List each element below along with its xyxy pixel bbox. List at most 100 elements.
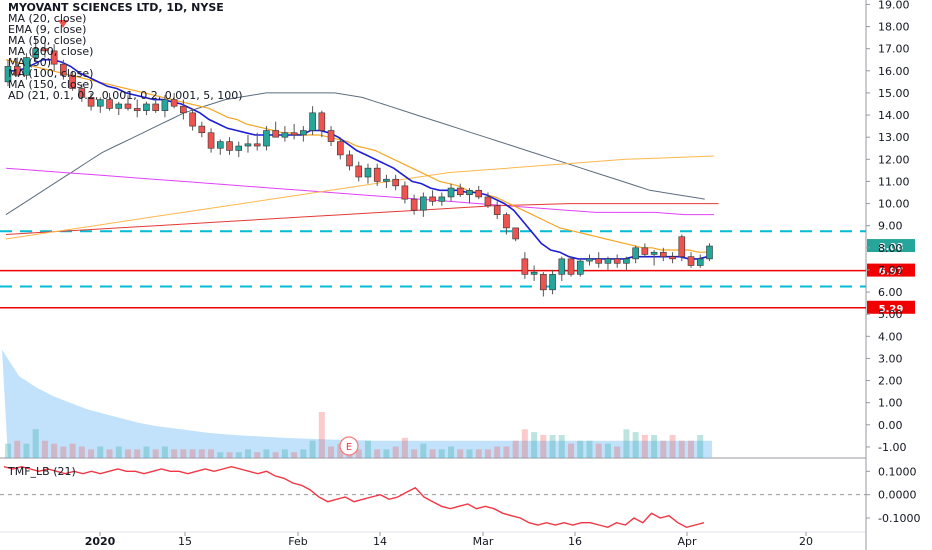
volume-bar [374, 449, 381, 458]
candle-body [290, 132, 298, 136]
candle-body [318, 112, 326, 131]
candle-body [475, 189, 483, 198]
volume-bar [678, 440, 685, 458]
tmf-line [3, 465, 705, 529]
volume-bar [281, 449, 288, 458]
candle-body [336, 141, 344, 156]
candle-body [540, 274, 547, 291]
candle-body [300, 130, 307, 136]
candle-body [530, 271, 538, 275]
candle-body [586, 258, 593, 262]
price-tick-label: 16.00 [878, 65, 910, 78]
legend-ema9[interactable]: EMA (9, close) [8, 23, 87, 36]
volume-bar [549, 434, 556, 458]
candle-body [623, 258, 630, 264]
candle-body [364, 167, 372, 178]
candle-body [13, 66, 21, 76]
tmf-legend[interactable]: TMF_LB (21) [8, 465, 76, 478]
volume-bar [217, 452, 224, 458]
price-tick-label: 14.00 [878, 109, 910, 122]
volume-bar [244, 449, 251, 458]
candle-body [383, 178, 390, 182]
legend-ad[interactable]: AD (21, 0.1, 0.2, 0.001, 0.2, 0.001, 5, … [8, 89, 243, 102]
legend-ma50[interactable]: MA (50, close) [8, 34, 87, 47]
level-lines: 6.97 5.29 [0, 230, 915, 315]
candle-body [106, 99, 113, 109]
volume-bar [364, 440, 371, 458]
time-tick-label: 16 [568, 535, 582, 548]
candle-body [124, 103, 132, 109]
candle-body [650, 251, 658, 255]
price-tick-label: 2.00 [878, 375, 903, 388]
candle-body [253, 143, 261, 147]
volume-bar [189, 449, 196, 458]
last-price-label: 8.08 [879, 242, 904, 253]
legend-ma200[interactable]: MA (200, close) [8, 45, 94, 58]
candle-body [558, 258, 566, 275]
volume-bar [97, 446, 104, 458]
candle-body [521, 258, 529, 275]
candle-body [346, 154, 353, 167]
volume-bar [328, 446, 335, 458]
legend-ma20[interactable]: MA (20, close) [8, 12, 87, 25]
volume-bar [32, 429, 39, 458]
volume-bar [669, 434, 676, 458]
time-tick-label: 14 [373, 535, 387, 548]
volume-bar [457, 449, 464, 458]
volume-bars [5, 411, 704, 458]
candle-body [576, 260, 584, 275]
volume-bar [106, 449, 113, 458]
time-tick-label: 20 [799, 535, 813, 548]
candle-body [641, 247, 649, 255]
volume-bar [226, 452, 233, 458]
candle-body [41, 48, 49, 52]
moving-average-lines [5, 58, 719, 260]
earnings-marker-icon [339, 436, 359, 456]
symbol-title[interactable]: MYOVANT SCIENCES LTD, 1D, NYSE [8, 1, 224, 14]
volume-bar [51, 443, 58, 458]
candle-body [355, 165, 363, 178]
price-tick-label: 17.00 [878, 43, 910, 56]
candle-body [632, 247, 639, 260]
volume-bar [263, 449, 270, 458]
volume-bar [512, 440, 519, 458]
volume-bar [466, 449, 473, 458]
indicator-legend: MYOVANT SCIENCES LTD, 1D, NYSE MA (20, c… [8, 2, 242, 101]
volume-bar [577, 440, 584, 458]
volume-bar [180, 449, 187, 458]
volume-bar [614, 446, 621, 458]
legend-ma150[interactable]: MA (150, close) [8, 78, 94, 91]
volume-bar [604, 443, 611, 458]
legend-ma100[interactable]: MA (100, close) [8, 67, 94, 80]
level-price-label: 6.97 [879, 267, 904, 278]
volume-bar [78, 446, 85, 458]
volume-bar [235, 452, 242, 458]
candle-body [281, 132, 289, 138]
volume-bar [143, 446, 150, 458]
price-tick-label: 15.00 [878, 87, 910, 100]
volume-bar [448, 446, 455, 458]
candle-body [549, 274, 556, 291]
candle-body [161, 99, 169, 111]
tmf-pane: 0.1000 0.0000 -0.1000 [0, 465, 920, 529]
candle-body [595, 258, 603, 264]
volume-bar [623, 429, 630, 458]
price-tick-label: -1.00 [878, 441, 906, 454]
candle-body [503, 214, 510, 229]
candle-body [493, 205, 501, 215]
price-tick-label: 4.00 [878, 330, 903, 343]
volume-bar [568, 443, 575, 458]
candle-body [235, 145, 243, 151]
volume-bar [641, 434, 648, 458]
candle-body [180, 105, 187, 114]
legend-ma50b[interactable]: MA (50) [8, 56, 52, 69]
time-tick-label: 2020 [85, 535, 116, 548]
price-tick-label: 9.00 [878, 220, 903, 233]
price-tick-label: 12.00 [878, 153, 910, 166]
volume-bar [475, 449, 482, 458]
ma-gray-line [5, 92, 705, 216]
candle-body [143, 103, 150, 111]
candle-body [115, 103, 123, 109]
candle-body [309, 112, 316, 131]
